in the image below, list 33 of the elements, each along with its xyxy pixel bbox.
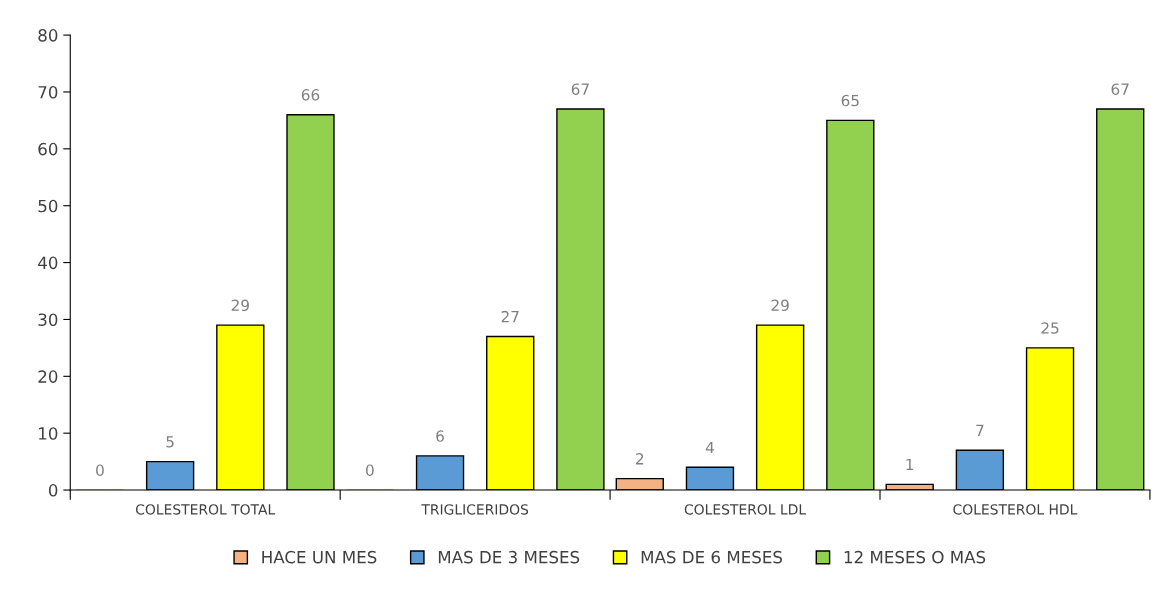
data-label: 65 — [841, 94, 859, 107]
legend-label: MAS DE 3 MESES — [438, 550, 580, 564]
y-tick-label: 40 — [38, 256, 58, 270]
data-label: 27 — [501, 310, 519, 323]
y-tick-label: 30 — [38, 313, 58, 327]
data-label: 25 — [1041, 322, 1059, 334]
data-label: 6 — [436, 430, 444, 442]
data-label: 0 — [366, 464, 374, 476]
data-label: 2 — [636, 453, 644, 465]
y-tick-label: 80 — [38, 29, 58, 42]
y-tick-label: 10 — [39, 427, 58, 440]
data-label: 67 — [571, 83, 589, 95]
data-label: 66 — [301, 89, 320, 101]
legend-label: 12 MESES O MAS — [844, 550, 986, 564]
data-label: 4 — [705, 441, 714, 454]
x-tick-label: COLESTEROL TOTAL — [135, 504, 276, 515]
data-label: 5 — [166, 436, 174, 448]
data-label: 67 — [1111, 83, 1129, 95]
y-tick-label: 20 — [38, 370, 58, 383]
legend-label: HACE UN MES — [262, 550, 377, 564]
data-label: 29 — [771, 299, 789, 312]
x-tick-label: COLESTEROL HDL — [953, 504, 1078, 515]
x-tick-label: TRIGLICERIDOS — [421, 504, 529, 515]
data-label: 29 — [231, 299, 249, 312]
y-tick-label: 70 — [38, 85, 58, 99]
y-tick-label: 50 — [38, 199, 58, 213]
y-tick-label: 60 — [38, 142, 58, 156]
x-tick-label: COLESTEROL LDL — [684, 504, 807, 515]
legend-label: MAS DE 6 MESES — [641, 550, 783, 564]
data-label: 0 — [96, 464, 104, 476]
data-label: 7 — [976, 424, 984, 436]
data-label: 1 — [906, 458, 914, 471]
y-tick-label: 0 — [48, 484, 58, 497]
